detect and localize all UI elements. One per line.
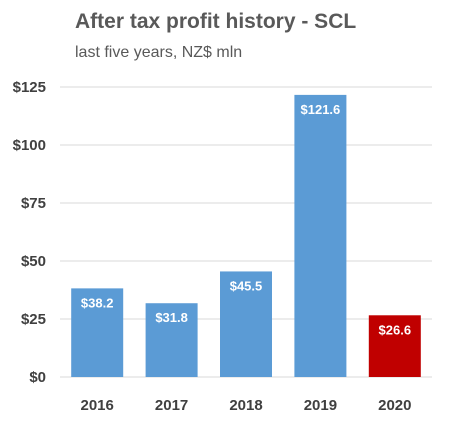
data-label: $31.8 — [155, 310, 188, 325]
x-tick-label: 2017 — [155, 397, 188, 414]
chart-title: After tax profit history - SCL — [75, 10, 357, 33]
y-tick-label: $0 — [29, 369, 46, 386]
y-tick-label: $100 — [13, 137, 46, 154]
data-label: $26.6 — [379, 322, 412, 337]
y-tick-label: $75 — [21, 195, 46, 212]
x-tick-label: 2018 — [229, 397, 262, 414]
x-tick-label: 2019 — [304, 397, 337, 414]
y-tick-label: $50 — [21, 253, 46, 270]
bar-2020 — [368, 315, 421, 377]
x-tick-label: 2016 — [81, 397, 114, 414]
bar-2017 — [145, 303, 198, 377]
bar-2016 — [71, 288, 124, 377]
data-label: $38.2 — [81, 295, 114, 310]
data-label: $45.5 — [230, 278, 263, 293]
data-label: $121.6 — [301, 102, 341, 117]
y-axis: $0 $25 $50 $75 $100 $125 — [13, 79, 46, 386]
y-tick-label: $125 — [13, 79, 46, 96]
x-tick-label: 2020 — [378, 397, 411, 414]
bar-2018 — [220, 271, 272, 377]
y-tick-label: $25 — [21, 311, 46, 328]
chart-subtitle: last five years, NZ$ mln — [75, 44, 243, 61]
x-axis: 2016 2017 2018 2019 2020 — [81, 397, 412, 414]
bar-2019 — [294, 94, 347, 377]
bars: $38.2 $31.8 $45.5 $121.6 $26.6 — [71, 94, 421, 377]
